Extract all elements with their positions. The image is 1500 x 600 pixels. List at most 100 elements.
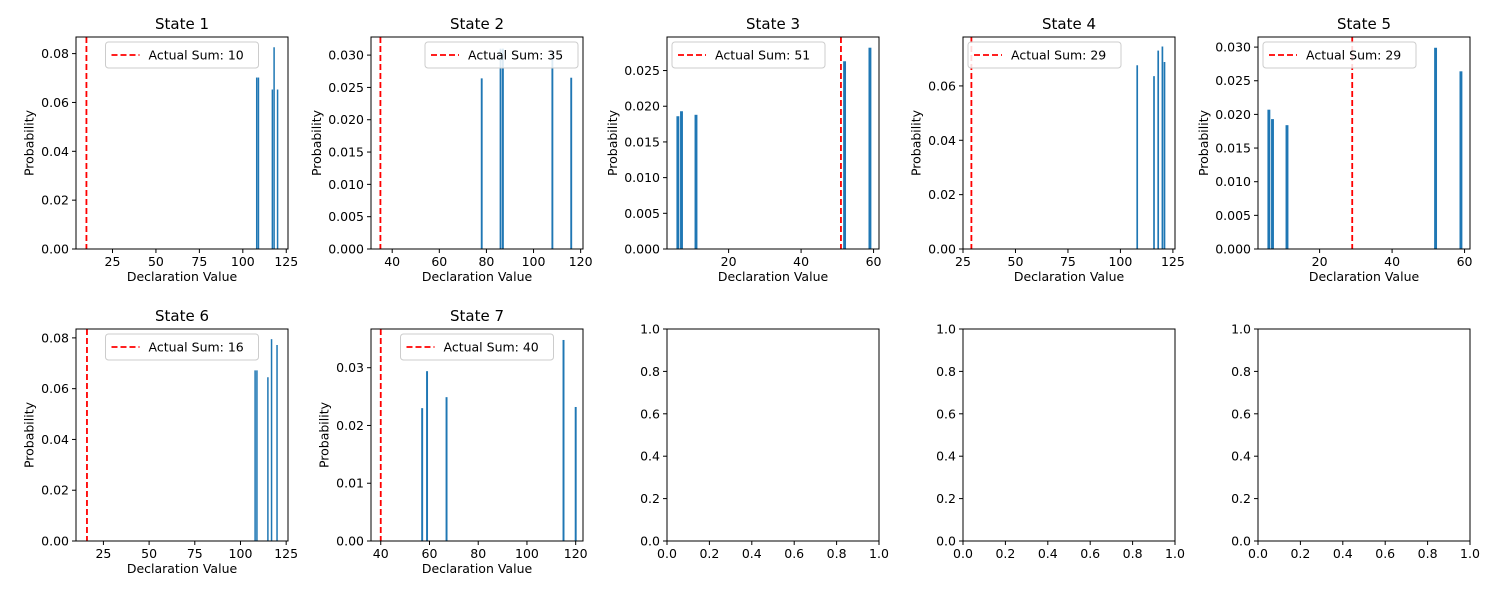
x-tick-label-9-1: 0.0 xyxy=(953,546,973,561)
legend-4: Actual Sum: 29 xyxy=(967,41,1122,69)
bar-6-4 xyxy=(270,339,273,541)
y-tick-label-8-3: 0.4 xyxy=(640,449,660,464)
bar-4-4 xyxy=(1161,46,1164,250)
axes-frame-4 xyxy=(962,36,1176,250)
x-tick-label-3-2: 40 xyxy=(793,254,809,269)
y-tick-label-3-3: 0.010 xyxy=(624,170,660,185)
subplot-7: 40 60 80 100 120 0.00 0.01 0.02 0.03 State 7 Decla… xyxy=(317,307,588,576)
bar-7-2 xyxy=(426,371,429,541)
bar-2-5 xyxy=(570,77,573,249)
axes-frame-5 xyxy=(1257,36,1471,250)
x-tick-label-7-5: 120 xyxy=(564,546,588,561)
x-tick-label-2-4: 100 xyxy=(522,254,546,269)
y-tick-label-1-4: 0.06 xyxy=(41,95,69,110)
subplot-title-2: State 2 xyxy=(450,15,504,33)
bar-3-2 xyxy=(680,111,683,249)
x-tick-label-8-6: 1.0 xyxy=(869,546,889,561)
bar-6-2 xyxy=(256,370,258,541)
bar-1-1 xyxy=(255,77,258,249)
y-tick-label-9-4: 0.6 xyxy=(936,406,956,421)
y-tick-label-1-1: 0.00 xyxy=(41,242,69,257)
x-tick-label-8-5: 0.8 xyxy=(827,546,847,561)
subplot-title-4: State 4 xyxy=(1042,15,1096,33)
bar-4-5 xyxy=(1163,62,1166,249)
axes-frame-10 xyxy=(1257,328,1471,542)
y-tick-label-10-6: 1.0 xyxy=(1231,322,1251,337)
subplot-title-6: State 6 xyxy=(155,307,209,325)
x-tick-label-9-4: 0.6 xyxy=(1080,546,1100,561)
y-tick-label-6-3: 0.04 xyxy=(41,432,69,447)
bar-3-3 xyxy=(694,114,698,249)
subplot-10: 0.0 0.2 0.4 0.6 0.8 1.0 0.0 0.2 0.4 0.6 0.8 1.0 xyxy=(1231,322,1480,562)
y-tick-label-7-2: 0.01 xyxy=(336,476,364,491)
x-tick-label-7-3: 80 xyxy=(470,546,486,561)
y-tick-label-5-2: 0.005 xyxy=(1215,208,1251,223)
bar-6-3 xyxy=(267,377,269,541)
bar-1-3 xyxy=(271,89,274,249)
y-tick-label-6-1: 0.00 xyxy=(41,534,69,549)
x-tick-label-2-5: 120 xyxy=(569,254,593,269)
bar-7-4 xyxy=(562,339,565,541)
y-tick-label-8-6: 1.0 xyxy=(640,322,660,337)
x-axis-label-4: Declaration Value xyxy=(1014,269,1125,284)
y-tick-label-10-1: 0.0 xyxy=(1231,534,1251,549)
x-axis-label-7: Declaration Value xyxy=(422,561,533,576)
bar-3-1 xyxy=(676,116,680,249)
x-tick-label-1-3: 75 xyxy=(191,254,207,269)
y-tick-label-5-6: 0.025 xyxy=(1215,73,1251,88)
x-tick-label-1-1: 25 xyxy=(105,254,121,269)
x-axis-label-6: Declaration Value xyxy=(127,561,238,576)
y-tick-label-7-4: 0.03 xyxy=(336,360,364,375)
subplot-3: 20 40 60 0.000 0.005 0.010 0.015 0.020 0.025 Stat… xyxy=(605,15,882,284)
legend-box-5 xyxy=(1262,41,1417,69)
subplot-title-3: State 3 xyxy=(746,15,800,33)
bar-4-3 xyxy=(1157,50,1160,249)
x-tick-label-3-1: 20 xyxy=(721,254,737,269)
y-tick-label-6-5: 0.08 xyxy=(41,330,69,345)
x-tick-label-1-4: 100 xyxy=(231,254,255,269)
x-tick-label-6-4: 100 xyxy=(229,546,253,561)
x-tick-label-1-5: 125 xyxy=(274,254,298,269)
y-tick-label-2-6: 0.025 xyxy=(328,80,364,95)
y-tick-label-9-3: 0.4 xyxy=(936,449,956,464)
bar-7-5 xyxy=(574,406,577,541)
bar-5-2 xyxy=(1271,119,1274,249)
legend-label-7: Actual Sum: 40 xyxy=(444,340,539,355)
legend-box-3 xyxy=(671,41,826,69)
x-tick-label-6-3: 75 xyxy=(187,546,203,561)
x-tick-label-10-5: 0.8 xyxy=(1418,546,1438,561)
x-tick-label-9-3: 0.4 xyxy=(1038,546,1058,561)
x-tick-label-4-4: 100 xyxy=(1108,254,1132,269)
y-tick-label-10-4: 0.6 xyxy=(1231,406,1251,421)
bar-7-1 xyxy=(421,408,424,541)
y-tick-label-3-2: 0.005 xyxy=(624,206,660,221)
x-tick-label-4-2: 50 xyxy=(1008,254,1024,269)
x-axis-label-2: Declaration Value xyxy=(422,269,533,284)
x-tick-label-4-3: 75 xyxy=(1060,254,1076,269)
legend-label-5: Actual Sum: 29 xyxy=(1306,48,1401,63)
y-tick-label-8-1: 0.0 xyxy=(640,534,660,549)
x-tick-label-10-1: 0.0 xyxy=(1248,546,1268,561)
subplot-8: 0.0 0.2 0.4 0.6 0.8 1.0 0.0 0.2 0.4 0.6 0.8 1.0 xyxy=(640,322,889,562)
axes-frame-2 xyxy=(370,36,584,250)
y-tick-label-9-6: 1.0 xyxy=(936,322,956,337)
x-tick-label-2-1: 40 xyxy=(384,254,400,269)
y-axis-label-2: Probability xyxy=(309,109,324,176)
subplot-2: 40 60 80 100 120 0.000 0.005 0.010 0.015 0.020 0.0… xyxy=(309,15,593,284)
subplot-4: 25 50 75 100 125 0.00 0.02 0.04 0.06 State 4 Decla… xyxy=(909,15,1185,284)
x-tick-label-4-1: 25 xyxy=(955,254,971,269)
legend-box-6 xyxy=(105,333,259,361)
y-tick-label-7-3: 0.02 xyxy=(336,418,364,433)
y-tick-label-8-5: 0.8 xyxy=(640,364,660,379)
x-tick-label-5-3: 60 xyxy=(1457,254,1473,269)
y-tick-label-8-2: 0.2 xyxy=(640,491,660,506)
bar-2-3 xyxy=(501,48,504,249)
bar-4-2 xyxy=(1153,76,1155,249)
legend-label-6: Actual Sum: 16 xyxy=(149,340,244,355)
y-tick-label-4-2: 0.02 xyxy=(928,187,956,202)
bar-1-2 xyxy=(257,77,260,249)
axes-frame-9 xyxy=(962,328,1176,542)
x-tick-label-8-3: 0.4 xyxy=(742,546,762,561)
y-tick-label-2-5: 0.020 xyxy=(328,112,364,127)
legend-2: Actual Sum: 35 xyxy=(424,41,579,69)
